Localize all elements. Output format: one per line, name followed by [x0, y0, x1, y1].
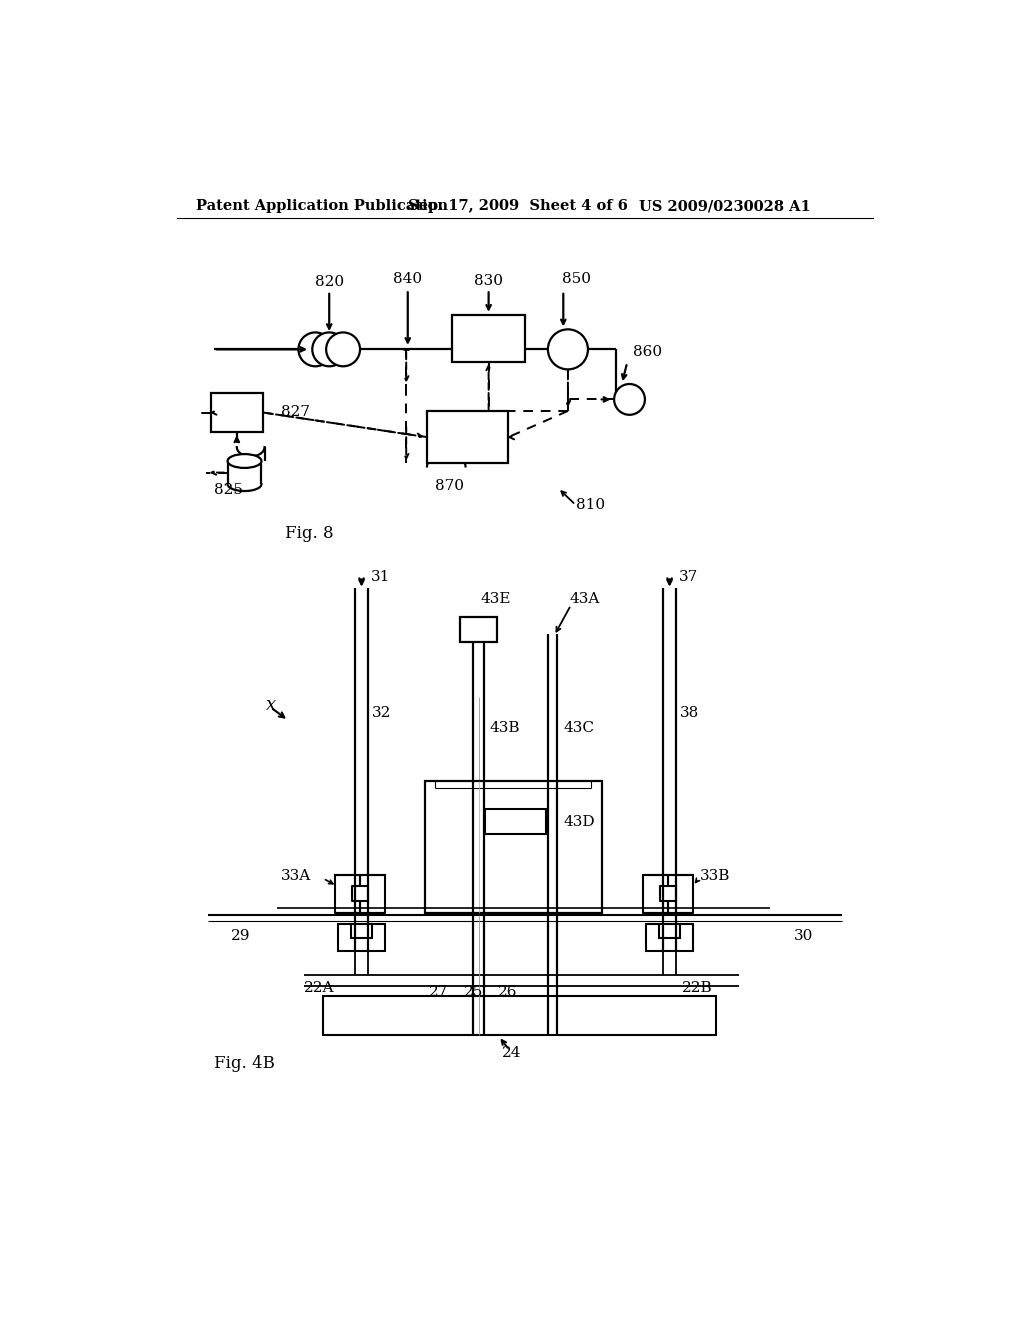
Text: 22B: 22B: [682, 982, 713, 995]
Text: 820: 820: [314, 276, 344, 289]
Bar: [427, 411, 508, 463]
Text: 43B: 43B: [489, 721, 520, 735]
Bar: [658, 924, 680, 937]
Text: 850: 850: [562, 272, 591, 286]
Bar: [323, 997, 716, 1035]
Bar: [425, 780, 602, 913]
Text: Fig. 8: Fig. 8: [285, 525, 333, 543]
Text: 43A: 43A: [569, 591, 600, 606]
Text: 27: 27: [429, 985, 449, 999]
Text: 810: 810: [575, 498, 605, 512]
Bar: [339, 924, 385, 950]
Text: Patent Application Publication: Patent Application Publication: [196, 199, 449, 213]
Bar: [211, 393, 263, 432]
Circle shape: [312, 333, 346, 367]
Text: 33A: 33A: [281, 869, 310, 883]
Bar: [646, 924, 692, 950]
Text: 830: 830: [474, 275, 503, 288]
Text: 31: 31: [371, 569, 390, 583]
Circle shape: [298, 333, 333, 367]
Text: 24: 24: [502, 1047, 521, 1060]
Text: 26: 26: [498, 985, 517, 999]
Text: 29: 29: [230, 929, 250, 942]
Circle shape: [326, 333, 360, 367]
Text: 37: 37: [679, 569, 698, 583]
Circle shape: [548, 330, 588, 370]
Text: 30: 30: [795, 929, 814, 942]
Bar: [484, 809, 547, 834]
Text: Fig. 4B: Fig. 4B: [214, 1055, 274, 1072]
Text: 827: 827: [281, 405, 309, 420]
Text: US 2009/0230028 A1: US 2009/0230028 A1: [639, 199, 811, 213]
Ellipse shape: [227, 454, 261, 469]
Text: 43E: 43E: [480, 591, 511, 606]
Text: 860: 860: [633, 346, 662, 359]
Text: x: x: [265, 696, 275, 714]
Text: Sep. 17, 2009  Sheet 4 of 6: Sep. 17, 2009 Sheet 4 of 6: [408, 199, 628, 213]
Text: 25: 25: [464, 985, 483, 999]
Bar: [452, 314, 525, 363]
Text: 22A: 22A: [304, 982, 335, 995]
Text: 38: 38: [680, 706, 699, 719]
Text: 870: 870: [435, 479, 464, 492]
Text: 43D: 43D: [563, 816, 595, 829]
Bar: [351, 924, 373, 937]
Text: 840: 840: [393, 272, 422, 285]
Circle shape: [614, 384, 645, 414]
Text: 32: 32: [373, 706, 392, 719]
Bar: [460, 618, 497, 642]
Text: 33B: 33B: [700, 869, 731, 883]
Text: 43C: 43C: [563, 721, 594, 735]
Text: 825: 825: [214, 483, 243, 496]
